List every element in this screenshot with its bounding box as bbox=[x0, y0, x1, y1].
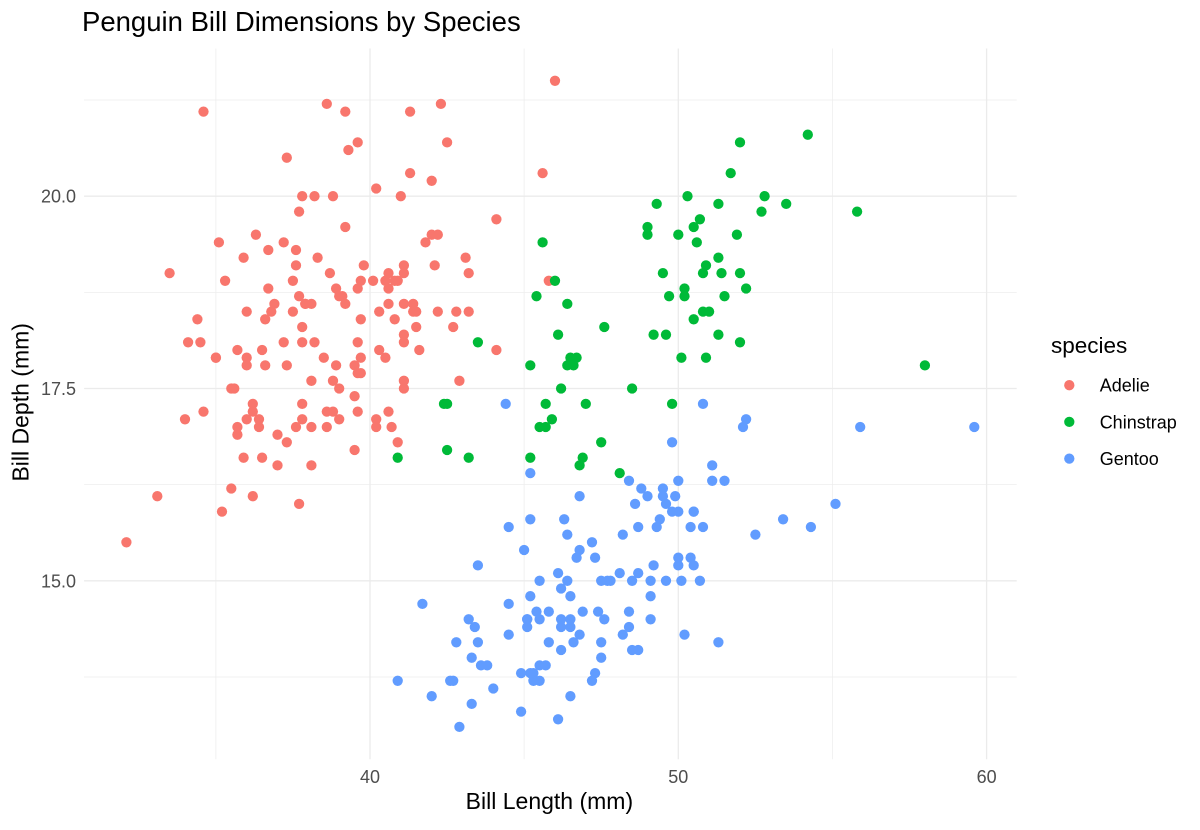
svg-text:17.5: 17.5 bbox=[41, 379, 76, 399]
svg-text:Bill Length (mm): Bill Length (mm) bbox=[466, 788, 633, 814]
svg-text:Chinstrap: Chinstrap bbox=[1100, 412, 1177, 432]
svg-text:Gentoo: Gentoo bbox=[1100, 449, 1159, 469]
svg-text:40: 40 bbox=[360, 767, 380, 787]
svg-text:15.0: 15.0 bbox=[41, 571, 76, 591]
svg-text:50: 50 bbox=[668, 767, 688, 787]
svg-text:20.0: 20.0 bbox=[41, 187, 76, 207]
svg-text:60: 60 bbox=[977, 767, 997, 787]
svg-text:Bill Depth (mm): Bill Depth (mm) bbox=[7, 323, 33, 481]
svg-text:Penguin Bill Dimensions by Spe: Penguin Bill Dimensions by Species bbox=[82, 6, 521, 37]
svg-text:species: species bbox=[1051, 333, 1127, 358]
svg-text:Adelie: Adelie bbox=[1100, 376, 1150, 396]
